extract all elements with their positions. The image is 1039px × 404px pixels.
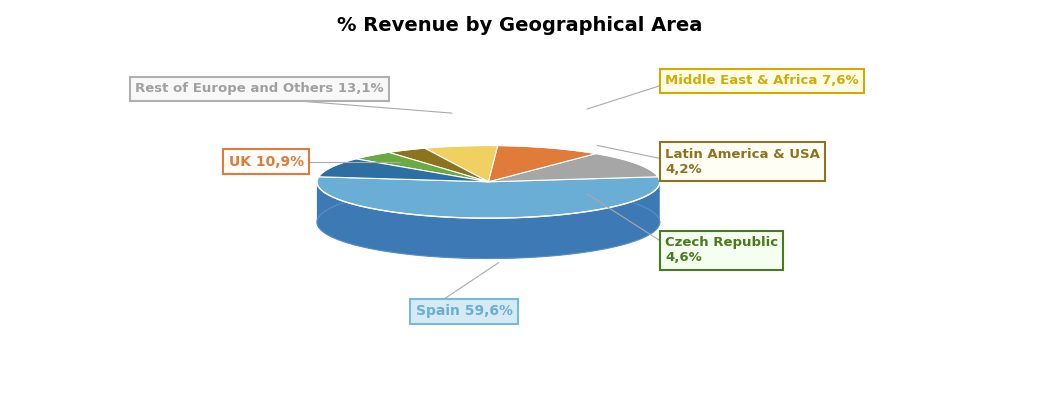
Text: Spain 59,6%: Spain 59,6%: [416, 304, 512, 318]
Text: Middle East & Africa 7,6%: Middle East & Africa 7,6%: [665, 74, 858, 87]
Text: Czech Republic
4,6%: Czech Republic 4,6%: [665, 236, 778, 265]
Polygon shape: [425, 145, 498, 182]
Polygon shape: [488, 154, 658, 182]
Polygon shape: [317, 186, 660, 259]
Polygon shape: [319, 159, 488, 182]
Polygon shape: [355, 152, 488, 182]
Text: % Revenue by Geographical Area: % Revenue by Geographical Area: [337, 16, 702, 35]
Polygon shape: [389, 148, 488, 182]
Polygon shape: [317, 177, 660, 218]
Text: Rest of Europe and Others 13,1%: Rest of Europe and Others 13,1%: [135, 82, 383, 95]
Polygon shape: [317, 182, 660, 259]
Polygon shape: [488, 145, 596, 182]
Text: Latin America & USA
4,2%: Latin America & USA 4,2%: [665, 147, 820, 176]
Text: UK 10,9%: UK 10,9%: [229, 155, 303, 168]
